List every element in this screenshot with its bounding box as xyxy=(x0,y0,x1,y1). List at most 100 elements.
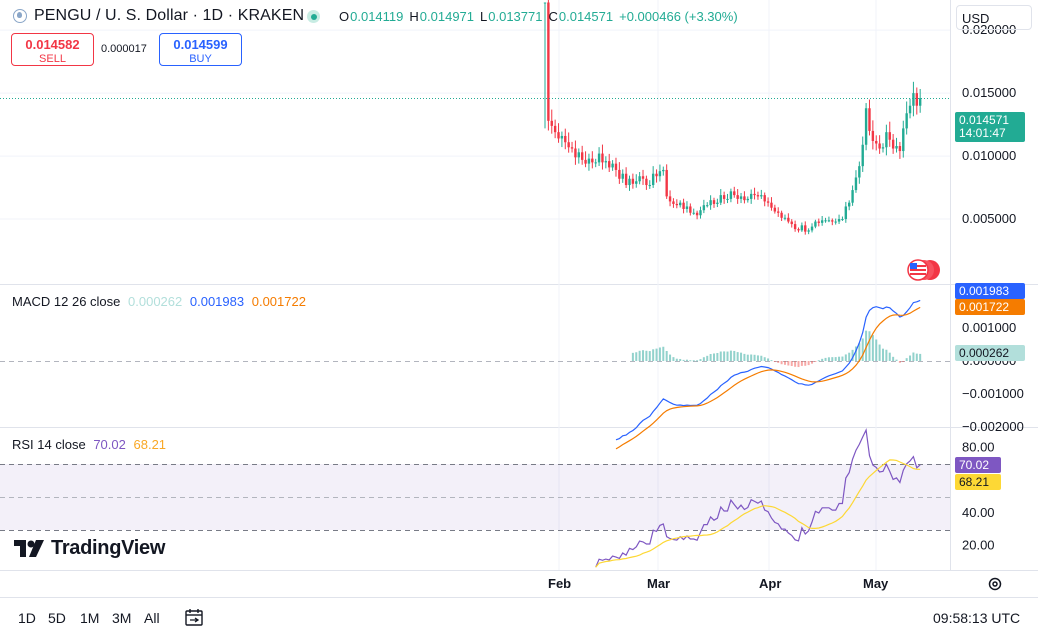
candle-body xyxy=(628,179,630,185)
rsi-ma-value: 68.21 xyxy=(134,437,167,452)
macd-histogram-bar xyxy=(713,353,715,361)
macd-histogram-bar xyxy=(760,356,762,361)
macd-histogram-bar xyxy=(672,357,674,361)
macd-histogram-bar xyxy=(706,356,708,361)
candle-body xyxy=(780,213,782,218)
macd-y-tick: 0.001000 xyxy=(962,320,1016,335)
candle-body xyxy=(807,230,809,231)
candle-body xyxy=(865,108,867,145)
market-status-icon[interactable] xyxy=(307,10,320,23)
candle-body xyxy=(747,199,749,200)
macd-histogram-bar xyxy=(737,352,739,361)
candle-body xyxy=(848,203,850,207)
range-5d-button[interactable]: 5D xyxy=(48,610,66,626)
macd-histogram-bar xyxy=(825,358,827,361)
buy-button[interactable]: 0.014599 BUY xyxy=(159,33,242,66)
candle-body xyxy=(709,200,711,205)
macd-histogram-bar xyxy=(635,352,637,361)
candle-body xyxy=(787,218,789,222)
settings-gear-icon[interactable] xyxy=(987,576,1003,592)
candle-body xyxy=(679,203,681,206)
macd-histogram-bar xyxy=(912,353,914,361)
tradingview-wordmark: TradingView xyxy=(51,537,165,560)
candle-body xyxy=(703,205,705,210)
candle-body xyxy=(764,195,766,201)
date-range-calendar-icon[interactable] xyxy=(184,608,204,626)
rsi-legend-title: RSI 14 close xyxy=(12,437,86,452)
candle-body xyxy=(567,142,569,147)
candle-body xyxy=(632,179,634,184)
range-1d-button[interactable]: 1D xyxy=(18,610,36,626)
macd-histogram-bar xyxy=(642,350,644,361)
flag-badge[interactable] xyxy=(908,260,940,280)
high-key: H xyxy=(409,9,418,24)
macd-histogram-bar xyxy=(787,361,789,366)
range-all-button[interactable]: All xyxy=(144,610,160,626)
low-key: L xyxy=(480,9,487,24)
candle-body xyxy=(760,195,762,196)
candle-body xyxy=(912,93,914,106)
candle-body xyxy=(892,140,894,149)
macd-histogram-bar xyxy=(730,351,732,361)
candle-body xyxy=(733,191,735,195)
ohlc-values: O 0.014119 H 0.014971 L 0.013771 C 0.014… xyxy=(339,9,744,24)
macd-histogram-bar xyxy=(770,360,772,361)
rsi-legend[interactable]: RSI 14 close 70.02 68.21 xyxy=(12,437,170,452)
candle-body xyxy=(652,174,654,185)
candle-body xyxy=(770,203,772,208)
rsi-y-tick: 80.00 xyxy=(962,439,995,454)
candle-body xyxy=(571,147,573,148)
range-3m-button[interactable]: 3M xyxy=(112,610,131,626)
macd-histogram-bar xyxy=(683,360,685,361)
candle-body xyxy=(622,174,624,179)
tradingview-logo[interactable]: TradingView xyxy=(14,537,165,560)
candle-body xyxy=(669,196,671,201)
candle-body xyxy=(699,210,701,215)
chart-header: PENGU / U. S. Dollar · 1D · KRAKEN O 0.0… xyxy=(0,0,950,32)
candle-body xyxy=(831,220,833,221)
macd-legend[interactable]: MACD 12 26 close 0.000262 0.001983 0.001… xyxy=(12,294,310,309)
macd-y-tick: −0.002000 xyxy=(962,419,1024,434)
candle-body xyxy=(611,164,613,168)
range-1m-button[interactable]: 1M xyxy=(80,610,99,626)
macd-histogram-bar xyxy=(699,359,701,361)
open-key: O xyxy=(339,9,349,24)
candle-body xyxy=(919,98,921,106)
macd-histogram-bar xyxy=(882,349,884,361)
macd-histogram-bar xyxy=(662,347,664,361)
symbol-title[interactable]: PENGU / U. S. Dollar · 1D · KRAKEN xyxy=(34,7,304,25)
candle-body xyxy=(554,126,556,132)
macd-histogram-bar xyxy=(902,361,904,362)
macd-histogram-bar xyxy=(896,360,898,361)
utc-clock[interactable]: 09:58:13 UTC xyxy=(933,610,1020,626)
candle-body xyxy=(655,174,657,177)
candle-body xyxy=(740,196,742,199)
rsi-ma-tag: 68.21 xyxy=(955,474,1001,490)
candle-body xyxy=(916,93,918,106)
candle-body xyxy=(598,154,600,163)
candle-body xyxy=(605,161,607,162)
candle-body xyxy=(625,174,627,185)
macd-histogram-bar xyxy=(733,351,735,361)
currency-select[interactable]: USD xyxy=(956,5,1032,30)
candle-body xyxy=(615,164,617,170)
macd-histogram-bar xyxy=(767,358,769,361)
macd-signal-value: 0.001722 xyxy=(252,294,306,309)
candle-body xyxy=(578,152,580,157)
candle-body xyxy=(899,146,901,151)
candle-body xyxy=(878,144,880,149)
x-tick-label: Feb xyxy=(548,576,571,591)
candle-body xyxy=(862,145,864,166)
candle-body xyxy=(838,219,840,222)
candle-body xyxy=(635,181,637,184)
macd-histogram-bar xyxy=(639,351,641,361)
macd-histogram-bar xyxy=(696,360,698,361)
macd-histogram-bar xyxy=(740,353,742,361)
candle-body xyxy=(601,154,603,163)
candle-body xyxy=(794,224,796,229)
macd-histogram-bar xyxy=(845,354,847,361)
macd-histogram-bar xyxy=(841,357,843,361)
price-y-tick: 0.005000 xyxy=(962,211,1016,226)
sell-button[interactable]: 0.014582 SELL xyxy=(11,33,94,66)
